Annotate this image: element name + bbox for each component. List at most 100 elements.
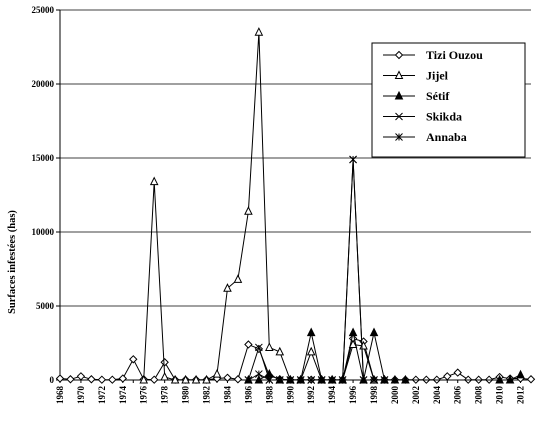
x-tick-label-1994: 1994 <box>327 386 337 405</box>
y-axis-title: Surfaces infestées (has) <box>7 210 18 314</box>
point-jijel-1986 <box>244 206 253 215</box>
point-annaba-1986 <box>244 376 253 384</box>
legend-item-annaba: Annaba <box>383 130 467 144</box>
legend: Tizi Ouzou Jijel Sétif Skikda Annaba <box>371 42 526 158</box>
series-layer <box>55 27 536 384</box>
series-line-s-tif <box>248 332 521 381</box>
point-jijel-1977 <box>149 176 159 186</box>
x-tick-label-2002: 2002 <box>411 386 421 405</box>
point-tizi-ouzou-1973 <box>108 375 117 384</box>
x-tick-label-2008: 2008 <box>474 386 484 405</box>
y-tick-label-0: 0 <box>50 375 55 385</box>
point-jijel-1978 <box>160 371 169 381</box>
point-skikda-1987 <box>255 343 263 352</box>
point-annaba-1991 <box>296 376 305 384</box>
legend-label-s-tif: Sétif <box>426 89 450 103</box>
point-s-tif-2011 <box>505 374 515 384</box>
point-tizi-ouzou-1968 <box>55 374 65 383</box>
x-tick-label-1972: 1972 <box>97 386 107 405</box>
point-annaba-1988 <box>265 376 274 384</box>
legend-label-tizi-ouzou: Tizi Ouzou <box>426 48 483 62</box>
x-tick-label-1968: 1968 <box>55 386 65 405</box>
point-tizi-ouzou-1985 <box>233 375 243 384</box>
y-tick-label-25000: 25000 <box>32 5 55 15</box>
point-jijel-1996 <box>348 339 358 348</box>
point-tizi-ouzou-2006 <box>453 368 462 377</box>
point-annaba-1997 <box>359 376 368 384</box>
point-annaba-1993 <box>317 376 326 384</box>
y-tick-label-20000: 20000 <box>32 79 55 89</box>
point-tizi-ouzou-1984 <box>223 373 232 382</box>
x-tick-label-2010: 2010 <box>495 385 505 404</box>
x-tick-label-1998: 1998 <box>369 386 379 405</box>
x-tick-label-1980: 1980 <box>181 386 191 405</box>
x-tick-label-1984: 1984 <box>222 386 232 405</box>
point-tizi-ouzou-1972 <box>97 375 107 384</box>
point-jijel-1992 <box>306 346 316 356</box>
point-tizi-ouzou-1977 <box>149 375 159 384</box>
point-s-tif-1998 <box>369 327 379 337</box>
point-jijel-1989 <box>275 346 285 356</box>
point-jijel-1988 <box>265 342 274 351</box>
point-jijel-1984 <box>223 283 232 292</box>
point-tizi-ouzou-1986 <box>244 340 253 349</box>
point-annaba-1992 <box>307 376 316 384</box>
legend-label-jijel: Jijel <box>426 69 449 83</box>
legend-marker-tizi-ouzou <box>394 50 404 60</box>
point-jijel-1985 <box>233 274 243 283</box>
point-s-tif-2001 <box>401 374 410 384</box>
point-tizi-ouzou-1975 <box>129 355 138 364</box>
x-tick-label-1986: 1986 <box>243 386 253 405</box>
legend-marker-skikda <box>395 112 403 121</box>
x-tick-label-1996: 1996 <box>348 386 358 405</box>
x-tick-label-2012: 2012 <box>516 386 526 405</box>
point-s-tif-1992 <box>306 327 316 337</box>
legend-item-skikda: Skikda <box>383 110 462 124</box>
point-annaba-1989 <box>275 376 284 384</box>
point-tizi-ouzou-1978 <box>160 358 169 367</box>
legend-item-jijel: Jijel <box>383 69 449 83</box>
point-jijel-1981 <box>191 374 201 384</box>
x-tick-label-1976: 1976 <box>139 386 149 405</box>
legend-label-skikda: Skikda <box>426 110 462 124</box>
legend-label-annaba: Annaba <box>426 130 467 144</box>
x-tick-label-1970: 1970 <box>76 386 86 405</box>
point-tizi-ouzou-1970 <box>76 372 86 381</box>
point-tizi-ouzou-1974 <box>118 374 128 383</box>
legend-marker-jijel <box>394 70 404 79</box>
x-tick-label-2004: 2004 <box>432 386 442 405</box>
point-s-tif-2000 <box>390 374 400 384</box>
x-tick-label-2006: 2006 <box>453 386 463 405</box>
legend-marker-s-tif <box>394 90 404 100</box>
point-jijel-1987 <box>254 27 264 36</box>
point-annaba-1994 <box>328 376 336 384</box>
x-tick-label-2000: 2000 <box>390 386 400 405</box>
point-s-tif-2012 <box>516 369 525 379</box>
point-annaba-1987 <box>255 370 263 378</box>
point-jijel-1979 <box>170 374 180 384</box>
point-annaba-1990 <box>286 376 295 384</box>
y-tick-label-10000: 10000 <box>32 227 55 237</box>
point-annaba-1996 <box>349 155 357 164</box>
legend-item-s-tif: Sétif <box>383 89 450 103</box>
point-tizi-ouzou-1971 <box>87 375 96 384</box>
x-tick-label-1974: 1974 <box>118 386 128 405</box>
point-s-tif-1987 <box>254 374 264 384</box>
point-tizi-ouzou-2005 <box>443 372 452 381</box>
point-s-tif-2010 <box>495 374 504 384</box>
point-jijel-1980 <box>181 374 190 384</box>
point-annaba-1995 <box>338 376 347 384</box>
point-tizi-ouzou-2013 <box>526 375 536 384</box>
point-jijel-1982 <box>202 374 211 384</box>
point-s-tif-1996 <box>348 327 358 337</box>
point-annaba-1998 <box>370 376 378 384</box>
x-tick-label-1978: 1978 <box>160 386 170 405</box>
legend-marker-annaba <box>395 133 403 141</box>
point-jijel-1976 <box>139 374 149 384</box>
x-tick-label-1988: 1988 <box>264 386 274 405</box>
legend-item-tizi-ouzou: Tizi Ouzou <box>383 48 483 62</box>
point-annaba-1999 <box>380 376 389 384</box>
x-tick-labels: 1968 1970 1972 1974 1976 1978 1980 1982 1984 1986… <box>55 385 526 404</box>
